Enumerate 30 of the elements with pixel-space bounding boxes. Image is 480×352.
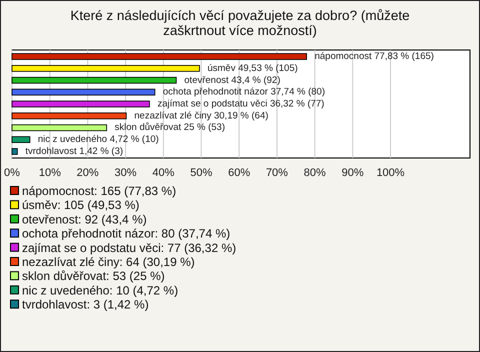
legend-label: nápomocnost: 165 (77,83 %) <box>22 184 176 198</box>
x-tick-label: 10% <box>38 167 62 179</box>
x-tick-label: 40% <box>152 167 175 179</box>
data-label: nezazlívat zlé činy 30,19 % (64) <box>134 110 268 122</box>
legend-label: tvrdohlavost: 3 (1,42 %) <box>22 298 149 312</box>
x-tick-label: 0% <box>4 167 20 179</box>
data-label: tvrdohlavost 1,42 % (3) <box>25 146 124 157</box>
x-tick-label: 30% <box>114 167 137 179</box>
data-label: úsměv 49,53 % (105) <box>207 62 298 74</box>
legend-label: sklon důvěřovat: 53 (25 %) <box>22 269 165 284</box>
legend-label: úsměv: 105 (49,53 %) <box>22 198 140 212</box>
legend-label: ochota přehodnotit názor: 80 (37,74 %) <box>22 226 230 241</box>
legend-label: nezazlívat zlé činy: 64 (30,19 %) <box>22 255 195 269</box>
x-tick-label: 60% <box>228 167 250 179</box>
x-tick-label: 50% <box>190 167 212 179</box>
x-tick-label: 80% <box>304 167 326 179</box>
data-label: sklon důvěřovat 25 % (53) <box>114 122 226 134</box>
data-label: nápomocnost 77,83 % (165) <box>314 51 434 62</box>
data-label: otevřenost 43,4 % (92) <box>184 74 280 86</box>
data-label: zajímat se o podstatu věci 36,32 % (77) <box>157 98 324 110</box>
data-label: ochota přehodnotit názor 37,74 % (80) <box>162 86 325 98</box>
x-tick-label: 100% <box>376 167 405 179</box>
legend-label: otevřenost: 92 (43,4 %) <box>22 212 147 226</box>
x-tick-label: 20% <box>76 167 99 179</box>
data-label: nic z uvedeného 4,72 % (10) <box>38 134 159 146</box>
chart-title: Které z následujících věcí považujete za dobro? (můžete zaškrtnout více možností) <box>70 8 410 38</box>
legend-label: nic z uvedeného: 10 (4,72 %) <box>22 283 178 298</box>
x-tick-label: 90% <box>342 167 364 179</box>
legend-label: zajímat se o podstatu věci: 77 (36,32 %) <box>22 240 236 255</box>
x-tick-label: 70% <box>266 167 288 179</box>
